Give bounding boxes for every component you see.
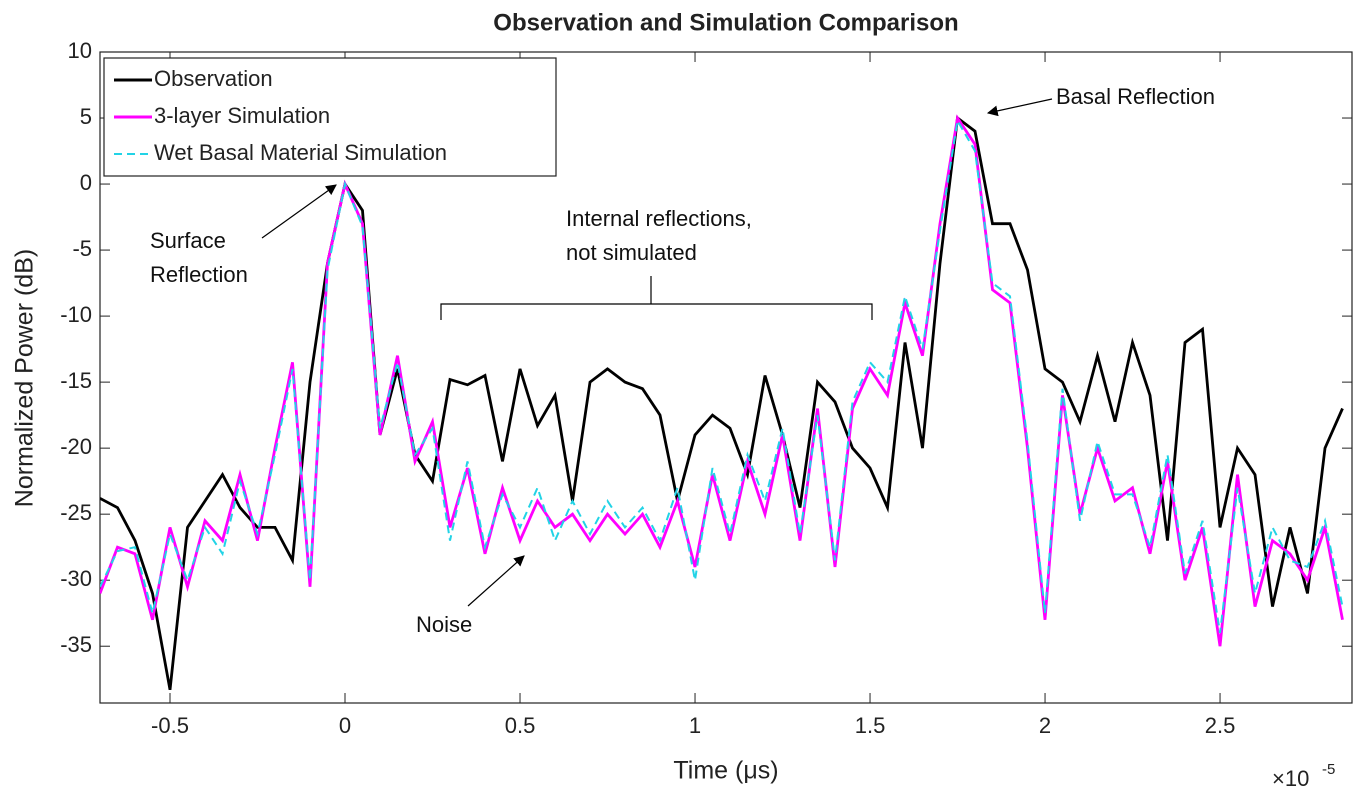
x-tick-label: 2 (1039, 713, 1051, 738)
y-tick-label: -20 (60, 434, 92, 459)
legend-label: Wet Basal Material Simulation (154, 140, 447, 165)
x-axis-label: Time (μs) (673, 757, 778, 785)
legend-box (103, 57, 557, 177)
y-tick-label: 10 (68, 38, 92, 63)
y-tick-label: -15 (60, 368, 92, 393)
legend: Observation 3-layer Simulation Wet Basal M… (103, 57, 557, 177)
y-tick-label: 5 (80, 104, 92, 129)
y-tick-label: -30 (60, 566, 92, 591)
y-tick-label: -10 (60, 302, 92, 327)
annotation-arrow (467, 555, 525, 607)
series-line (100, 115, 1344, 691)
annotation-arrow (261, 184, 337, 239)
x-multiplier-exponent: -5 (1322, 761, 1335, 778)
series-line (100, 117, 1344, 634)
x-tick-label: 1 (689, 713, 701, 738)
annotation-bracket (440, 276, 873, 320)
legend-label: 3-layer Simulation (154, 103, 330, 128)
x-tick-label: 2.5 (1205, 713, 1236, 738)
x-tick-label: 0 (339, 713, 351, 738)
x-tick-label: 0.5 (505, 713, 536, 738)
y-tick-label: -25 (60, 500, 92, 525)
annotation: Surface (150, 228, 226, 253)
y-tick-label: -35 (60, 632, 92, 657)
chart-title: Observation and Simulation Comparison (493, 9, 958, 36)
annotation: Basal Reflection (1056, 84, 1215, 109)
annotation: Internal reflections, (566, 206, 752, 231)
y-tick-label: 0 (80, 170, 92, 195)
y-tick-label: -5 (72, 236, 92, 261)
plot-area (100, 51, 1352, 703)
y-axis-label: Normalized Power (dB) (11, 249, 39, 507)
annotation: Noise (416, 612, 472, 637)
annotation-arrow (986, 98, 1053, 117)
x-tick-label: 1.5 (855, 713, 886, 738)
legend-label: Observation (154, 66, 273, 91)
x-multiplier: ×10 (1272, 766, 1309, 791)
annotation: not simulated (566, 240, 697, 265)
x-tick-label: -0.5 (151, 713, 189, 738)
annotation: Reflection (150, 262, 248, 287)
